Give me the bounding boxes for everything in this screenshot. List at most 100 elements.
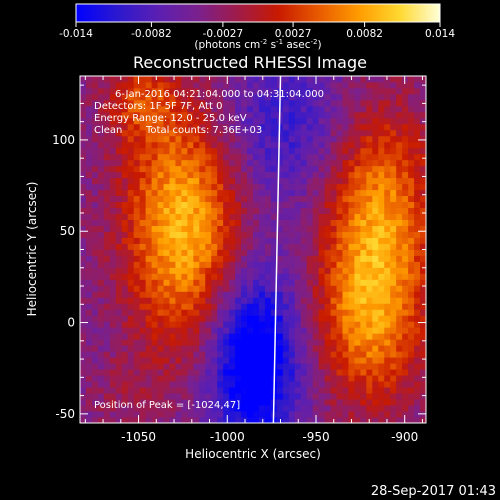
heatmap-cell — [103, 93, 111, 101]
heatmap-cell — [300, 99, 308, 107]
heatmap-cell — [145, 279, 152, 286]
heatmap-cell — [342, 183, 349, 191]
heatmap-cell — [205, 213, 212, 220]
heatmap-cell — [420, 207, 426, 214]
heatmap-cell — [396, 369, 403, 376]
heatmap-cell — [306, 243, 314, 250]
heatmap-cell — [181, 405, 188, 412]
heatmap-cell — [396, 165, 403, 173]
heatmap-cell — [91, 219, 99, 226]
heatmap-cell — [264, 195, 272, 203]
heatmap-cell — [175, 339, 182, 346]
heatmap-cell — [420, 285, 426, 292]
heatmap-cell — [253, 225, 260, 232]
heatmap-cell — [288, 339, 296, 346]
heatmap-cell — [115, 327, 123, 334]
heatmap-cell — [175, 309, 182, 316]
heatmap-cell — [282, 165, 290, 173]
heatmap-cell — [348, 291, 355, 298]
heatmap-cell — [133, 117, 141, 125]
heatmap-cell — [133, 87, 141, 95]
heatmap-cell — [103, 261, 111, 268]
heatmap-cell — [205, 171, 212, 179]
heatmap-cell — [306, 267, 314, 274]
heatmap-cell — [241, 135, 248, 143]
heatmap-cell — [133, 183, 141, 191]
heatmap-cell — [253, 93, 260, 101]
heatmap-cell — [175, 249, 182, 256]
heatmap-cell — [420, 165, 426, 173]
heatmap-cell — [300, 297, 308, 304]
heatmap-cell — [330, 147, 337, 155]
heatmap-cell — [193, 273, 200, 280]
heatmap-cell — [133, 177, 141, 185]
heatmap-cell — [264, 219, 272, 226]
heatmap-cell — [294, 321, 302, 328]
heatmap-cell — [336, 76, 343, 83]
heatmap-cell — [211, 345, 218, 352]
heatmap-cell — [109, 225, 117, 232]
heatmap-cell — [157, 297, 164, 304]
heatmap-cell — [193, 93, 200, 101]
heatmap-cell — [378, 123, 385, 131]
heatmap-cell — [199, 183, 206, 191]
heatmap-cell — [109, 147, 117, 155]
heatmap-cell — [217, 81, 224, 89]
heatmap-cell — [91, 99, 99, 107]
heatmap-cell — [253, 123, 260, 131]
heatmap-cell — [229, 189, 236, 197]
heatmap-cell — [103, 357, 111, 364]
heatmap-cell — [217, 237, 224, 244]
heatmap-cell — [264, 333, 272, 340]
heatmap-cell — [229, 417, 236, 423]
heatmap-cell — [157, 291, 164, 298]
heatmap-cell — [163, 375, 170, 382]
heatmap-cell — [139, 141, 147, 149]
heatmap-cell — [300, 147, 308, 155]
heatmap-cell — [330, 321, 337, 328]
heatmap-cell — [85, 141, 93, 149]
heatmap-cell — [163, 249, 170, 256]
heatmap-cell — [306, 387, 314, 394]
heatmap-cell — [109, 111, 117, 119]
heatmap-cell — [348, 201, 355, 209]
heatmap-cell — [199, 345, 206, 352]
heatmap-cell — [133, 111, 141, 119]
heatmap-cell — [163, 171, 170, 179]
heatmap-cell — [127, 291, 135, 298]
heatmap-cell — [372, 171, 379, 179]
heatmap-cell — [276, 135, 284, 143]
heatmap-cell — [241, 183, 248, 191]
heatmap-cell — [157, 165, 164, 173]
heatmap-cell — [145, 375, 152, 382]
heatmap-cell — [342, 369, 349, 376]
heatmap-cell — [324, 165, 331, 173]
heatmap-cell — [378, 369, 385, 376]
heatmap-cell — [342, 285, 349, 292]
heatmap-cell — [366, 297, 373, 304]
heatmap-cell — [121, 105, 129, 113]
heatmap-cell — [241, 321, 248, 328]
heatmap-cell — [378, 291, 385, 298]
heatmap-cell — [288, 189, 296, 197]
heatmap-cell — [372, 315, 379, 322]
heatmap-cell — [109, 315, 117, 322]
heatmap-cell — [390, 243, 397, 250]
heatmap-cell — [408, 411, 415, 418]
heatmap-cell — [199, 255, 206, 262]
heatmap-cell — [270, 129, 278, 137]
heatmap-cell — [115, 81, 123, 89]
heatmap-cell — [270, 273, 278, 280]
heatmap-cell — [169, 159, 176, 167]
heatmap-cell — [211, 405, 218, 412]
heatmap-cell — [205, 129, 212, 137]
heatmap-cell — [193, 171, 200, 179]
heatmap-cell — [139, 285, 147, 292]
heatmap-cell — [324, 381, 331, 388]
heatmap-cell — [318, 147, 325, 155]
heatmap-cell — [384, 387, 391, 394]
heatmap-cell — [247, 399, 254, 406]
heatmap-cell — [342, 123, 349, 131]
heatmap-cell — [408, 123, 415, 131]
heatmap-cell — [223, 87, 230, 95]
